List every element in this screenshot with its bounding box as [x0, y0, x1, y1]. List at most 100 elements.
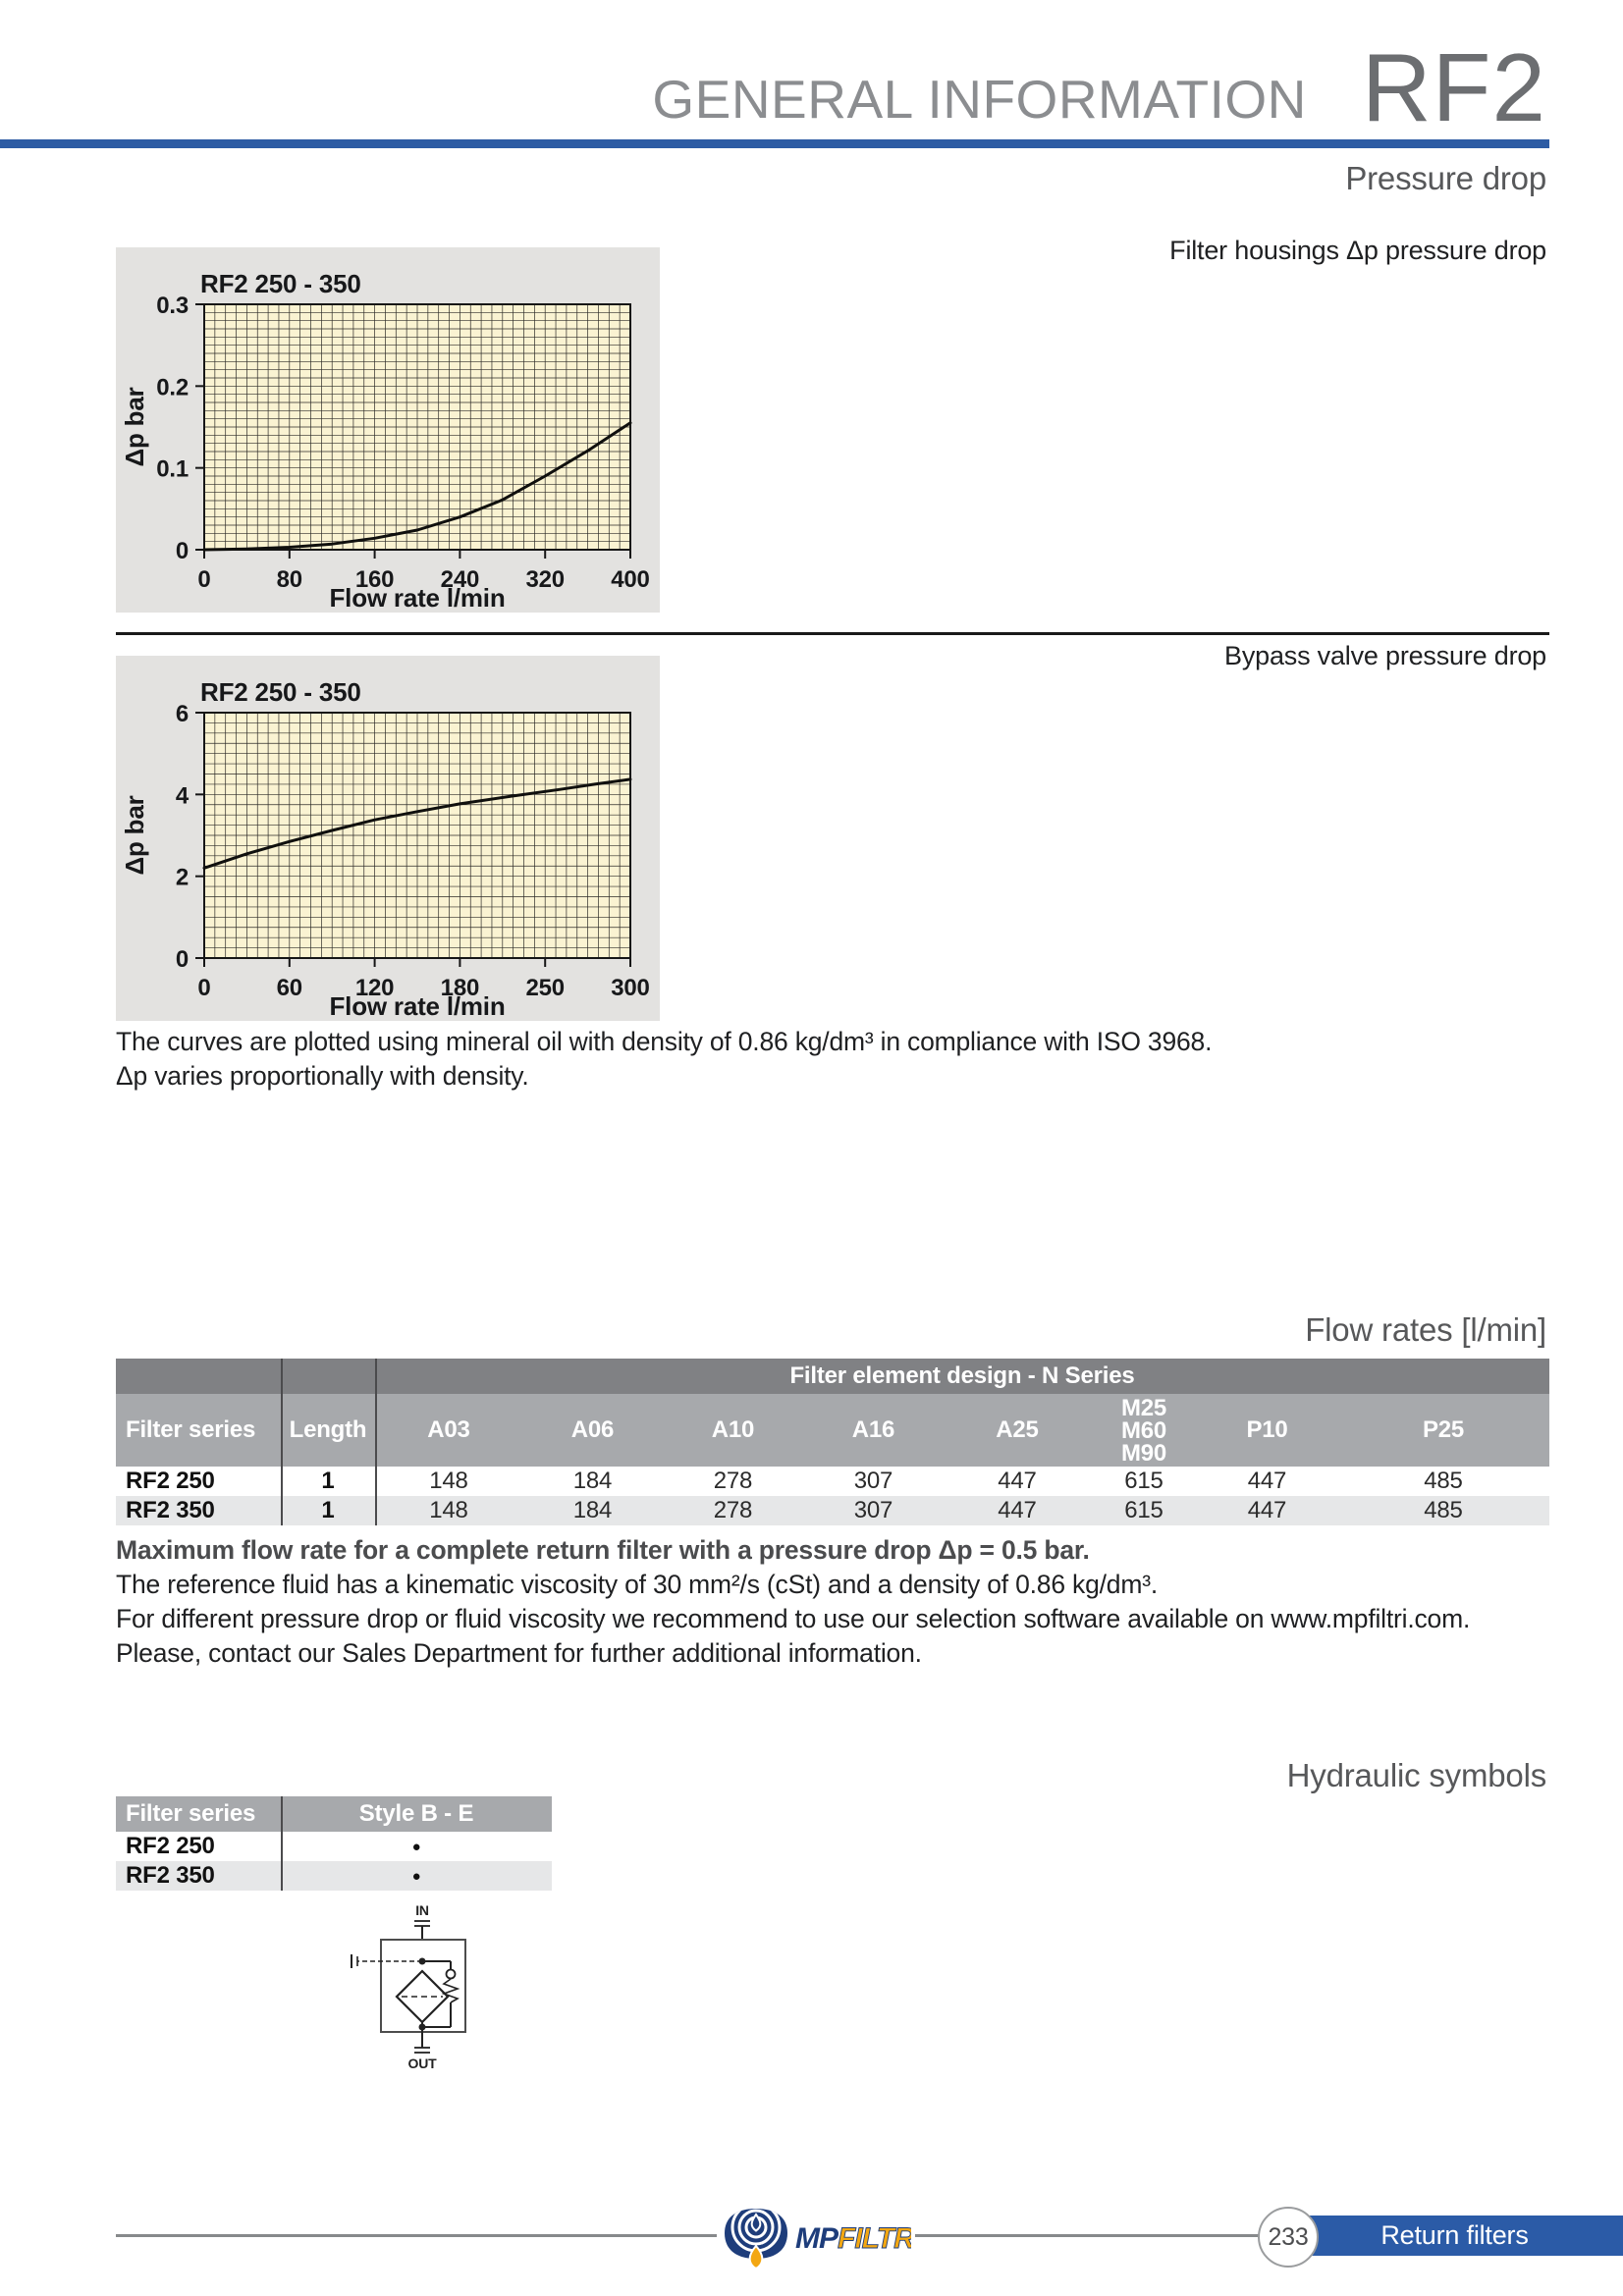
svg-text:0.1: 0.1 [156, 456, 189, 483]
pressure-drop-chart-svg: 0 80 160 240 320 400 0 0.1 0.2 0.3 RF2 250 - 350 Fl… [120, 269, 650, 613]
svg-text:120: 120 [355, 975, 394, 1001]
hydraulic-symbols-table: Filter series Style B - E RF2 250 ● RF2 … [116, 1796, 552, 1891]
curve-note-line1: The curves are plotted using mineral oil… [116, 1027, 1213, 1056]
svg-text:RF2 250 - 350: RF2 250 - 350 [200, 269, 361, 298]
svg-text:320: 320 [525, 566, 564, 593]
flow-header-blank1 [116, 1359, 281, 1394]
col-header-a06: A06 [522, 1394, 663, 1467]
bypass-valve-ball [445, 1968, 457, 1980]
section-heading-pressure-drop: Pressure drop [1345, 160, 1546, 196]
hyd-col-header-filter-series: Filter series [116, 1796, 281, 1832]
max-flow-line3-suffix: . [1462, 1604, 1471, 1633]
svg-text:2: 2 [176, 865, 189, 891]
col-header-m25: M25 [1120, 1394, 1167, 1421]
col-header-a10: A10 [663, 1394, 803, 1467]
logo-center-drop [750, 2213, 762, 2232]
table-column-rule [375, 1359, 377, 1525]
table-cell: 485 [1424, 1468, 1463, 1494]
chart2-label: Bypass valve pressure drop [1224, 641, 1546, 670]
col-header-m60: M60 [1120, 1416, 1167, 1444]
pressure-drop-chart: 0 80 160 240 320 400 0 0.1 0.2 0.3 RF2 250 - 350 Fl… [116, 247, 660, 613]
svg-text:4: 4 [176, 782, 189, 809]
page-number: 233 [1268, 2222, 1309, 2251]
style-bullet: ● [411, 1838, 421, 1855]
table-row-length: 1 [281, 1496, 375, 1525]
svg-text:240: 240 [441, 566, 479, 593]
table-row-series: RF2 350 [116, 1496, 281, 1525]
svg-text:RF2 250 - 350: RF2 250 - 350 [200, 677, 361, 707]
svg-text:Flow rate l/min: Flow rate l/min [329, 583, 505, 613]
table-cell: 278 [663, 1496, 803, 1525]
symbol-envelope-box [380, 1939, 466, 2033]
svg-text:0.3: 0.3 [156, 293, 189, 319]
svg-text:80: 80 [277, 566, 302, 593]
svg-text:300: 300 [611, 975, 649, 1001]
table-cell: 447 [998, 1468, 1037, 1494]
style-bullet: ● [411, 1867, 421, 1885]
svg-text:6: 6 [176, 701, 189, 727]
col-header-a16: A16 [803, 1394, 944, 1467]
svg-text:0.2: 0.2 [156, 374, 189, 400]
max-flow-line3: For different pressure drop or fluid vis… [116, 1602, 1470, 1636]
table-row-series: RF2 250 [126, 1468, 215, 1494]
table-cell: 307 [853, 1468, 893, 1494]
section-heading-hydraulic-symbols: Hydraulic symbols [1286, 1757, 1547, 1793]
hyd-col-header-style: Style B - E [281, 1796, 552, 1832]
table-cell: 485 [1337, 1496, 1549, 1525]
table-cell: 615 [1091, 1496, 1197, 1525]
col-header-a03: A03 [375, 1394, 522, 1467]
col-header-a25: A25 [944, 1394, 1091, 1467]
col-header-length: Length [281, 1394, 375, 1467]
table-cell: 184 [522, 1496, 663, 1525]
section-divider [116, 632, 1549, 635]
in-port-label: IN [415, 1902, 429, 1918]
col-header-p10: P10 [1197, 1394, 1337, 1467]
max-flow-line2: The reference fluid has a kinematic visc… [116, 1570, 1158, 1599]
svg-text:60: 60 [277, 975, 302, 1001]
page-number-badge: 233 [1258, 2207, 1319, 2268]
footer-section-label: Return filters [1380, 2220, 1529, 2250]
table-cell: 278 [713, 1468, 753, 1494]
col-header-p25: P25 [1337, 1394, 1549, 1467]
hydraulic-symbol-diagram: IN OUT [351, 1902, 466, 2071]
col-header-filter-series: Filter series [116, 1394, 281, 1467]
flow-rates-table: Filter element design - N Series Filter … [116, 1359, 1549, 1525]
website-link[interactable]: www.mpfiltri.com [1271, 1604, 1463, 1633]
table-cell: 307 [803, 1496, 944, 1525]
flow-group-header: Filter element design - N Series [375, 1359, 1549, 1394]
max-flow-line3-prefix: For different pressure drop or fluid vis… [116, 1604, 1271, 1633]
footer-section-bar: Return filters [1286, 2216, 1623, 2256]
table-column-rule [281, 1359, 283, 1525]
table-cell: 148 [429, 1468, 468, 1494]
svg-text:400: 400 [611, 566, 649, 593]
curve-notes: The curves are plotted using mineral oil… [116, 1025, 1212, 1094]
curve-note-line2: Δp varies proportionally with density. [116, 1061, 529, 1091]
table-row-length: 1 [321, 1468, 335, 1494]
hyd-row-series: RF2 350 [116, 1861, 281, 1891]
mp-filtri-logo: MPFILTRI® [725, 2209, 911, 2270]
bypass-valve-chart-svg: 0 60 120 180 250 300 0 2 4 6 RF2 250 - 350 Flow rat… [120, 677, 650, 1021]
table-cell: 148 [375, 1496, 522, 1525]
svg-text:0: 0 [197, 975, 210, 1001]
hyd-row-style: ● [281, 1861, 552, 1891]
svg-text:Δp bar: Δp bar [120, 387, 149, 466]
bypass-valve-chart: 0 60 120 180 250 300 0 2 4 6 RF2 250 - 350 Flow rat… [116, 656, 660, 1021]
chart1-label: Filter housings Δp pressure drop [1169, 236, 1546, 265]
svg-text:0: 0 [176, 946, 189, 973]
page-header: GENERAL INFORMATION RF2 [652, 39, 1546, 135]
logo-yellow-drop [748, 2244, 764, 2270]
header-rule [0, 139, 1549, 148]
svg-text:180: 180 [441, 975, 479, 1001]
table-cell: 447 [1197, 1496, 1337, 1525]
page-title: GENERAL INFORMATION [652, 69, 1307, 131]
table-cell: 447 [944, 1496, 1091, 1525]
max-flow-paragraph: Maximum flow rate for a complete return … [116, 1533, 1470, 1671]
svg-text:0: 0 [197, 566, 210, 593]
svg-text:160: 160 [355, 566, 394, 593]
table-cell: 184 [572, 1468, 613, 1494]
svg-text:Δp bar: Δp bar [120, 795, 149, 875]
table-column-rule [281, 1796, 283, 1891]
svg-text:MPFILTRI®: MPFILTRI® [795, 2222, 911, 2255]
bypass-valve-spring [441, 1978, 460, 2003]
